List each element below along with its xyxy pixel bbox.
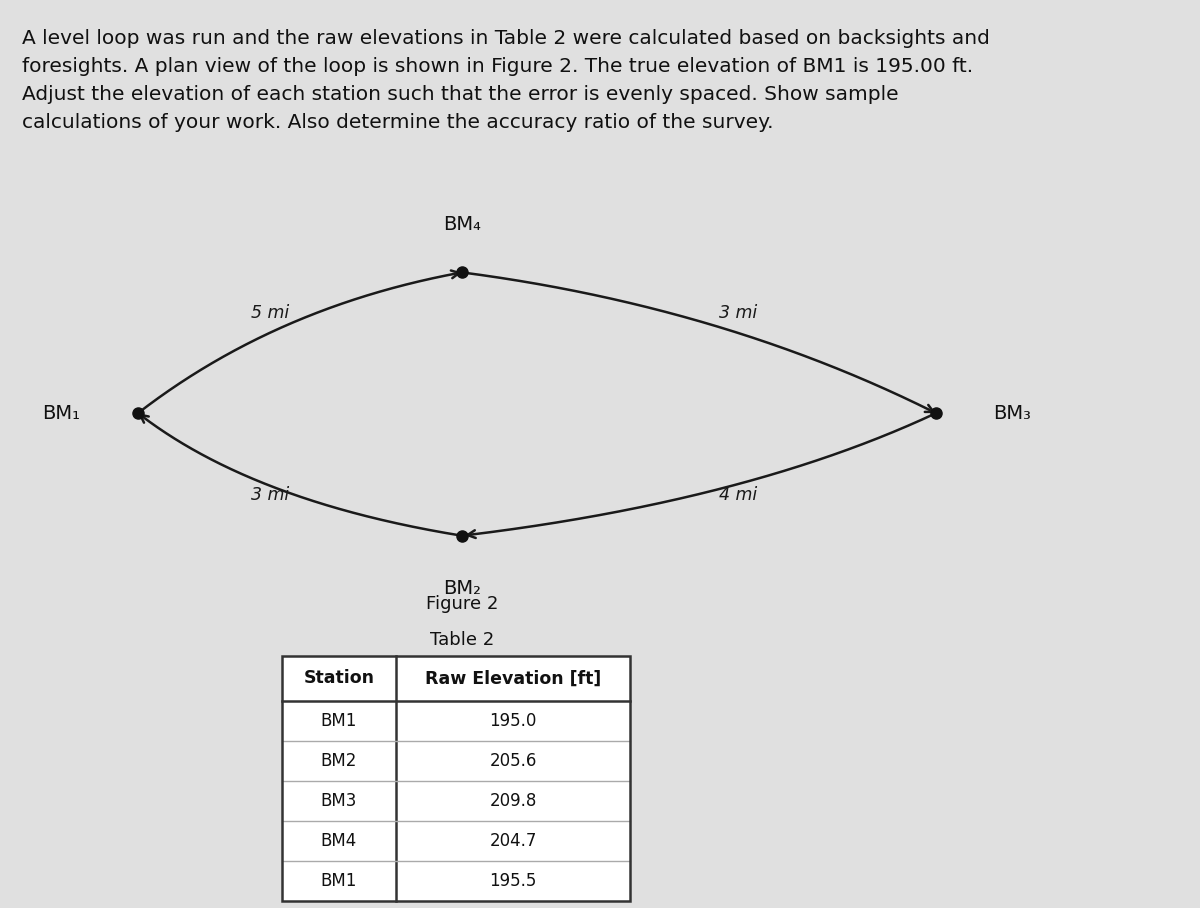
Text: 4 mi: 4 mi [719, 486, 757, 504]
Text: BM₁: BM₁ [42, 404, 80, 422]
Text: BM₃: BM₃ [994, 404, 1032, 422]
Text: BM1: BM1 [320, 872, 358, 890]
Text: BM2: BM2 [320, 752, 358, 770]
Text: BM₄: BM₄ [443, 215, 481, 234]
Text: A level loop was run and the raw elevations in Table 2 were calculated based on : A level loop was run and the raw elevati… [22, 29, 990, 132]
Text: BM1: BM1 [320, 712, 358, 730]
Text: Station: Station [304, 669, 374, 687]
Text: BM4: BM4 [320, 832, 358, 850]
Text: 195.0: 195.0 [490, 712, 536, 730]
Bar [282, 656, 630, 901]
Text: 205.6: 205.6 [490, 752, 536, 770]
Text: BM₂: BM₂ [443, 579, 481, 598]
Text: Figure 2: Figure 2 [426, 595, 498, 613]
Text: 3 mi: 3 mi [719, 304, 757, 322]
Bar [282, 656, 630, 901]
Text: 209.8: 209.8 [490, 792, 536, 810]
Text: 195.5: 195.5 [490, 872, 536, 890]
Text: 204.7: 204.7 [490, 832, 536, 850]
Text: Table 2: Table 2 [430, 631, 494, 649]
Text: BM3: BM3 [320, 792, 358, 810]
Text: 5 mi: 5 mi [251, 304, 289, 322]
Text: 3 mi: 3 mi [251, 486, 289, 504]
Text: Raw Elevation [ft]: Raw Elevation [ft] [425, 669, 601, 687]
